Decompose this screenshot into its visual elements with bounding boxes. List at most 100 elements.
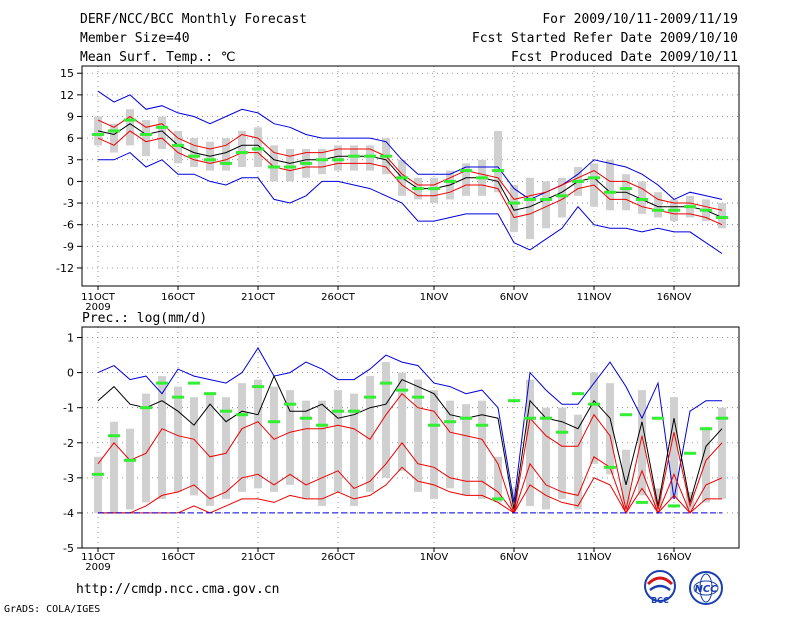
observed-marker: [300, 161, 312, 165]
observed-marker: [172, 143, 184, 147]
bcc-logo-text: BCC: [651, 596, 669, 605]
ensemble-box: [318, 148, 326, 175]
ensemble-box: [142, 393, 150, 503]
y-tick-label: -5: [63, 542, 74, 555]
ensemble-box: [718, 203, 726, 229]
grads-credit: GrADS: COLA/IGES: [4, 604, 101, 615]
x-tick-label: 16OCT: [161, 552, 196, 563]
variable-label: Mean Surf. Temp.: ℃: [80, 50, 236, 65]
observed-marker: [444, 179, 456, 183]
observed-marker: [636, 500, 648, 504]
x-tick-label: 26OCT: [321, 292, 356, 303]
series-max-line: [97, 90, 723, 200]
observed-marker: [716, 416, 728, 420]
y-tick-label: 12: [60, 89, 74, 102]
series-upper-line: [97, 115, 723, 211]
ensemble-box: [574, 414, 582, 510]
ensemble-box: [462, 163, 470, 196]
observed-marker: [300, 416, 312, 420]
observed-marker: [460, 416, 472, 420]
observed-marker: [284, 402, 296, 406]
observed-marker: [620, 413, 632, 417]
observed-marker: [236, 413, 248, 417]
ensemble-box: [478, 400, 486, 499]
ensemble-box: [670, 397, 678, 499]
observed-marker: [556, 430, 568, 434]
y-tick-label: 6: [67, 132, 74, 145]
ensemble-box: [286, 148, 294, 182]
x-tick-label: 16NOV: [657, 552, 692, 563]
observed-marker: [140, 406, 152, 410]
observed-marker: [476, 423, 488, 427]
observed-marker: [684, 451, 696, 455]
series-lower-line: [98, 441, 723, 515]
observed-marker: [332, 158, 344, 162]
series-min-line: [98, 152, 723, 254]
ensemble-box: [366, 145, 374, 171]
ensemble-box: [590, 372, 598, 464]
ensemble-box: [542, 407, 550, 510]
ensemble-box: [494, 456, 502, 503]
observed-marker: [652, 208, 664, 212]
ncc-logo: NCC: [689, 571, 723, 605]
year-label: 2009: [85, 562, 110, 573]
panel-subtitle: Prec.: log(mm/d): [82, 311, 207, 326]
series-lower-line: [97, 130, 723, 226]
source-url[interactable]: http://cmdp.ncc.cma.gov.cn: [76, 582, 280, 597]
ensemble-box: [606, 383, 614, 475]
observed-marker: [92, 133, 104, 137]
ensemble-box: [350, 393, 358, 506]
ensemble-box: [334, 390, 342, 492]
y-tick-label: -3: [63, 472, 74, 485]
x-tick-label: 26OCT: [321, 552, 356, 563]
fcst-started-label: Fcst Started Refer Date 2009/10/10: [471, 31, 738, 46]
observed-marker: [508, 201, 520, 205]
y-tick-label: 15: [60, 67, 74, 80]
observed-marker: [476, 176, 488, 180]
ensemble-box: [334, 145, 342, 171]
observed-marker: [636, 197, 648, 201]
y-tick-label: -9: [63, 240, 74, 253]
y-tick-label: -12: [56, 262, 74, 275]
observed-marker: [380, 154, 392, 158]
x-tick-label: 6NOV: [500, 292, 529, 303]
ensemble-box: [638, 181, 646, 214]
series-max-line: [97, 347, 722, 503]
observed-marker: [188, 154, 200, 158]
observed-marker: [700, 427, 712, 431]
ensemble-box: [638, 390, 646, 496]
ensemble-box: [558, 177, 566, 218]
ensemble-box: [190, 397, 198, 496]
observed-marker: [156, 125, 168, 129]
y-tick-label: 0: [67, 367, 74, 380]
ensemble-box: [126, 428, 134, 510]
observed-marker: [252, 385, 264, 389]
y-tick-label: 3: [67, 154, 74, 167]
ensemble-box: [270, 145, 278, 182]
ensemble-box: [654, 192, 662, 218]
ensemble-box: [254, 127, 262, 167]
observed-marker: [172, 395, 184, 399]
observed-marker: [108, 434, 120, 438]
forecast-period-label: For 2009/10/11-2009/11/19: [542, 12, 738, 27]
year-label: 2009: [85, 302, 110, 313]
observed-marker: [492, 497, 504, 501]
observed-marker: [220, 161, 232, 165]
ensemble-box: [558, 407, 566, 499]
ensemble-box: [510, 185, 518, 232]
observed-marker: [556, 194, 568, 198]
observed-marker: [396, 388, 408, 392]
observed-marker: [428, 187, 440, 191]
ensemble-box: [158, 116, 166, 149]
observed-marker: [428, 423, 440, 427]
observed-marker: [204, 158, 216, 162]
observed-marker: [316, 158, 328, 162]
chart-title: DERF/NCC/BCC Monthly Forecast: [80, 12, 307, 27]
ensemble-box: [398, 372, 406, 471]
x-tick-label: 21OCT: [241, 292, 276, 303]
observed-marker: [604, 465, 616, 469]
ensemble-box: [526, 379, 534, 506]
ensemble-box: [238, 383, 246, 492]
panel-2: 1 0 -1 -2 -3 -4 -5 11OCT 16OCT 21OCT 26OCT 1NOV 6NOV…: [63, 326, 740, 573]
y-tick-label: -6: [63, 219, 74, 232]
